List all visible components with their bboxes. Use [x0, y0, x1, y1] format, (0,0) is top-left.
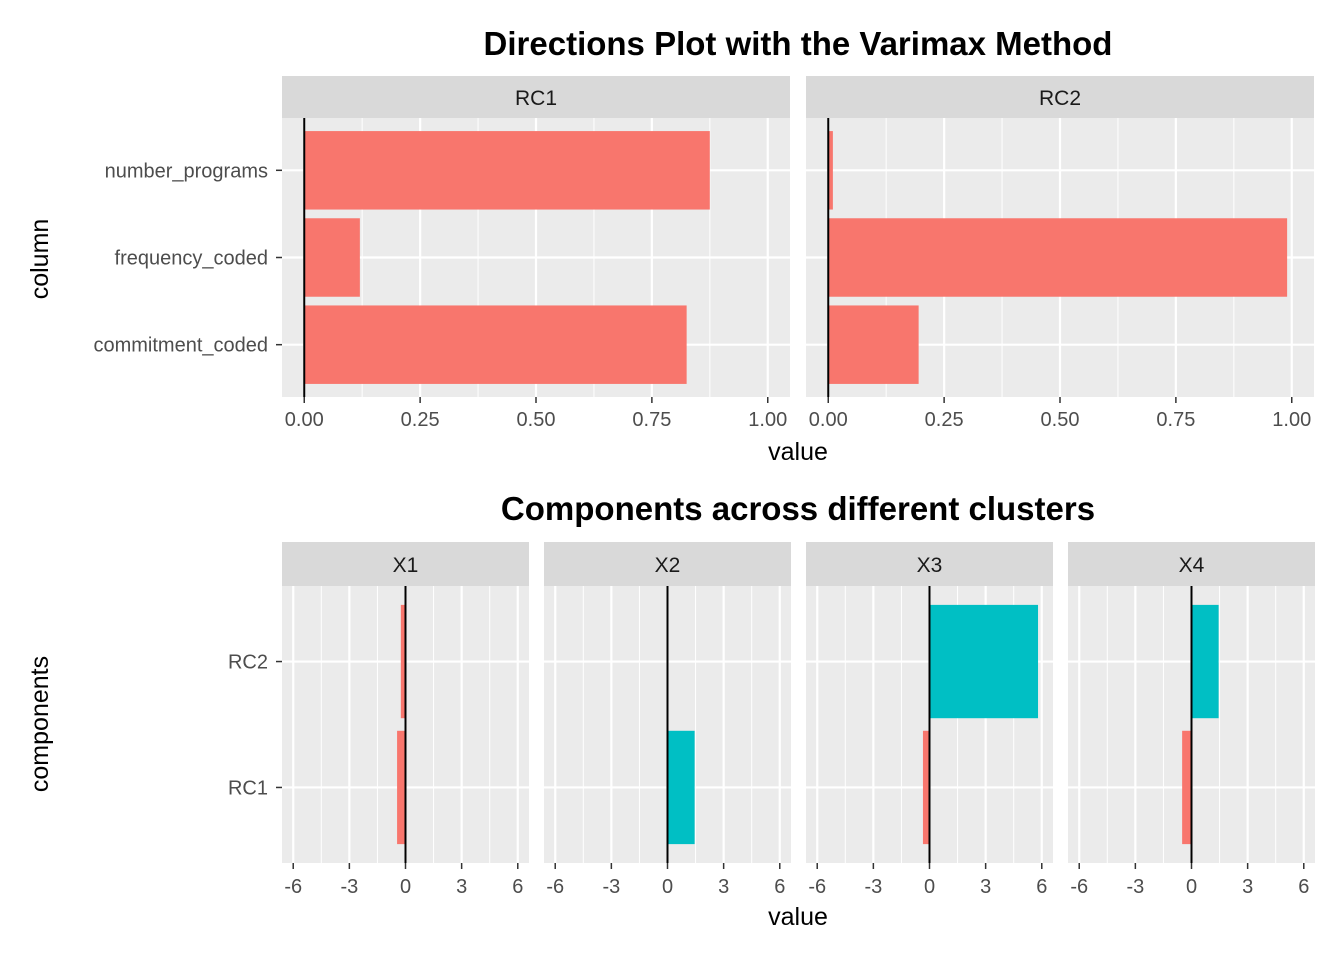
chart2-x-tick-label: -6: [284, 876, 302, 898]
chart2-y-axis-title: components: [26, 656, 54, 792]
chart1-x-tick-label: 0.50: [517, 409, 556, 431]
chart1-bar-RC1-commitment_coded: [304, 305, 687, 384]
chart1-x-tick-label: 0.75: [1156, 409, 1195, 431]
chart1-y-tick-label-commitment_coded: commitment_coded: [93, 335, 268, 357]
chart2-x-tick-label: 3: [1242, 876, 1253, 898]
chart1-x-tick-label: 0.25: [925, 409, 964, 431]
chart2-x-tick-label: -6: [546, 876, 564, 898]
chart1-x-tick-label: 0.00: [809, 409, 848, 431]
chart2-facet-strip-X2: [544, 542, 791, 586]
chart2-y-tick-label-RC1: RC1: [228, 777, 268, 799]
chart2-x-tick-label: -3: [1126, 876, 1144, 898]
chart2-x-tick-label: -3: [340, 876, 358, 898]
chart1-y-tick-label-frequency_coded: frequency_coded: [115, 248, 268, 270]
chart1-x-tick-label: 0.00: [285, 409, 324, 431]
chart2-x-tick-label: 3: [718, 876, 729, 898]
chart1-facet-label-RC1: RC1: [515, 87, 557, 110]
chart2-bar-X3-RC2: [929, 604, 1039, 719]
chart2-x-tick-label: 0: [924, 876, 935, 898]
chart1-facet-label-RC2: RC2: [1039, 87, 1081, 110]
chart2-x-tick-label: 3: [980, 876, 991, 898]
chart2-bar-X3-RC1: [922, 730, 930, 845]
chart2-facet-label-X2: X2: [655, 554, 681, 577]
chart1-x-tick-label: 0.25: [401, 409, 440, 431]
chart2-x-tick-label: 3: [456, 876, 467, 898]
chart1-x-tick-label: 1.00: [748, 409, 787, 431]
chart1-title: Directions Plot with the Varimax Method: [484, 25, 1113, 62]
chart2-x-tick-label: 6: [512, 876, 523, 898]
chart2-title: Components across different clusters: [501, 490, 1095, 527]
chart2-bar-X1-RC1: [397, 730, 406, 845]
chart2-x-tick-label: 0: [1186, 876, 1197, 898]
chart2-x-tick-label: 6: [1298, 876, 1309, 898]
chart2-x-tick-label: 6: [774, 876, 785, 898]
chart1-y-axis-title: column: [26, 219, 54, 300]
chart1-x-tick-label: 0.50: [1041, 409, 1080, 431]
chart2-x-tick-label: 6: [1036, 876, 1047, 898]
chart2-facet-label-X3: X3: [917, 554, 943, 577]
chart1-y-tick-label-number_programs: number_programs: [105, 160, 268, 182]
chart-directions: Directions Plot with the Varimax Method …: [26, 25, 1314, 466]
chart1-facet-strip-RC2: [806, 76, 1314, 118]
chart2-bar-X4-RC1: [1182, 730, 1192, 845]
chart2-x-tick-label: -3: [602, 876, 620, 898]
chart-components: Components across different clusters com…: [26, 490, 1315, 931]
chart2-x-axis-title: value: [768, 903, 828, 931]
chart1-x-axis-title: value: [768, 438, 828, 466]
chart1-bar-RC2-number_programs: [828, 131, 833, 210]
chart2-facet-strip-X1: [282, 542, 529, 586]
chart1-bar-RC2-commitment_coded: [828, 305, 919, 384]
chart2-facet-label-X1: X1: [393, 554, 419, 577]
chart2-facet-label-X4: X4: [1179, 554, 1205, 577]
chart2-facet-strip-X3: [806, 542, 1053, 586]
chart2-x-tick-label: -3: [864, 876, 882, 898]
chart2-x-tick-label: -6: [1070, 876, 1088, 898]
chart2-x-tick-label: 0: [662, 876, 673, 898]
chart1-bar-RC1-frequency_coded: [304, 218, 360, 297]
chart1-x-tick-label: 1.00: [1272, 409, 1311, 431]
chart1-facet-strip-RC1: [282, 76, 790, 118]
chart2-facet-strip-X4: [1068, 542, 1315, 586]
chart2-bar-X2-RC1: [667, 730, 695, 845]
chart2-bar-X1-RC2: [400, 604, 406, 719]
chart2-bar-X4-RC2: [1191, 604, 1219, 719]
chart1-x-tick-label: 0.75: [632, 409, 671, 431]
chart1-bar-RC1-number_programs: [304, 131, 710, 210]
chart2-x-tick-label: 0: [400, 876, 411, 898]
chart2-x-tick-label: -6: [808, 876, 826, 898]
chart1-bar-RC2-frequency_coded: [828, 218, 1288, 297]
chart2-y-tick-label-RC2: RC2: [228, 652, 268, 674]
